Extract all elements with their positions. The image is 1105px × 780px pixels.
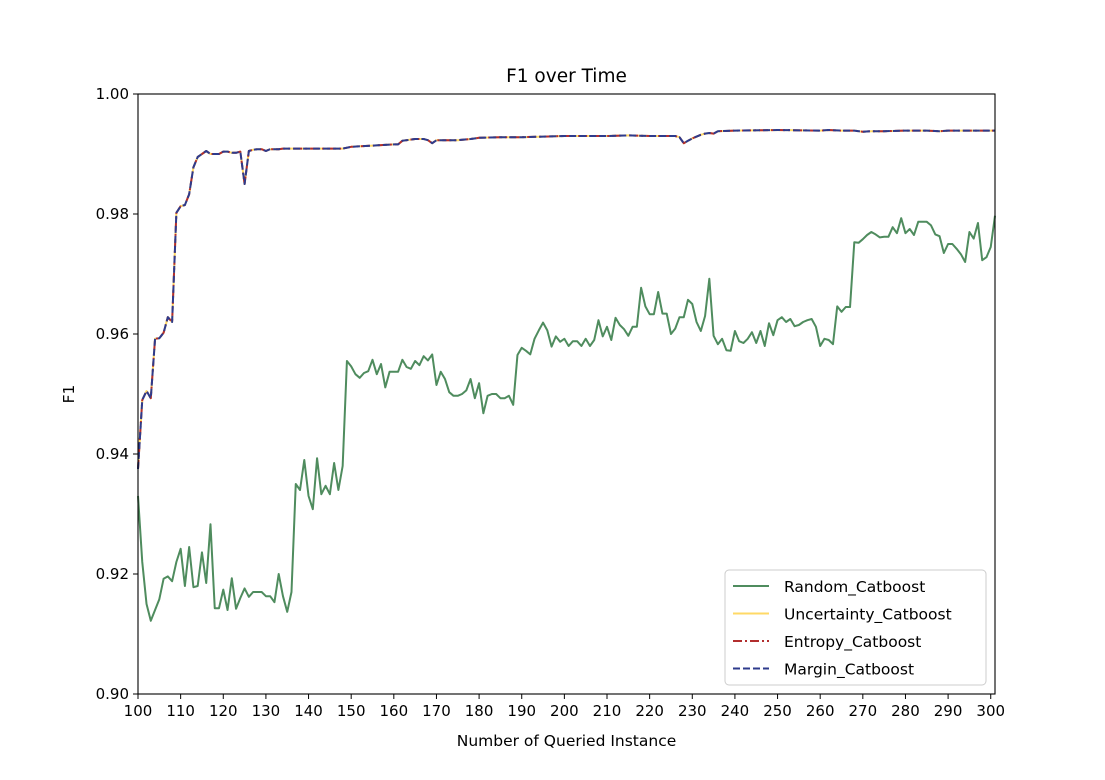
y-tick-label: 0.96 <box>96 325 129 343</box>
y-tick-label: 0.98 <box>96 205 129 223</box>
legend-box <box>724 569 987 686</box>
x-tick-label: 200 <box>550 702 579 720</box>
x-tick-label: 180 <box>465 702 494 720</box>
series-line-1 <box>137 215 996 622</box>
x-tick-label: 230 <box>678 702 707 720</box>
x-tick-label: 100 <box>124 702 153 720</box>
legend-label: Entropy_Catboost <box>784 633 921 652</box>
series-line-4 <box>137 129 995 470</box>
x-tick-label: 220 <box>635 702 664 720</box>
series-layer <box>137 129 996 622</box>
x-tick-label: 160 <box>380 702 409 720</box>
y-axis-label: F1 <box>60 385 78 404</box>
x-tick-label: 110 <box>166 702 195 720</box>
x-tick-label: 130 <box>252 702 281 720</box>
x-tick-label: 120 <box>209 702 238 720</box>
x-axis: 100 110 120 130 140 150 160 170 180 190 200 210 220 2… <box>124 694 1005 720</box>
y-axis: 0.90 0.92 0.94 0.96 0.98 1.00 <box>96 85 138 703</box>
legend-label: Random_Catboost <box>784 578 925 597</box>
y-tick-label: 1.00 <box>96 85 129 103</box>
legend-label: Uncertainty_Catboost <box>784 606 952 625</box>
plot-frame <box>137 93 996 695</box>
x-tick-label: 190 <box>507 702 536 720</box>
legend-label: Margin_Catboost <box>784 661 914 680</box>
x-axis-label: Number of Queried Instance <box>457 732 677 750</box>
chart-title: F1 over Time <box>506 66 627 87</box>
legend: Random_Catboost Uncertainty_Catboost Entro… <box>724 569 987 686</box>
x-tick-label: 250 <box>763 702 792 720</box>
x-tick-label: 140 <box>294 702 323 720</box>
y-tick-label: 0.94 <box>96 445 129 463</box>
x-tick-label: 240 <box>721 702 750 720</box>
x-tick-label: 300 <box>976 702 1005 720</box>
y-tick-label: 0.90 <box>96 685 129 703</box>
x-tick-label: 210 <box>593 702 622 720</box>
x-tick-label: 260 <box>806 702 835 720</box>
x-tick-label: 290 <box>934 702 963 720</box>
x-tick-label: 280 <box>891 702 920 720</box>
x-tick-label: 270 <box>849 702 878 720</box>
y-tick-label: 0.92 <box>96 565 129 583</box>
x-tick-label: 170 <box>422 702 451 720</box>
x-tick-label: 150 <box>337 702 366 720</box>
